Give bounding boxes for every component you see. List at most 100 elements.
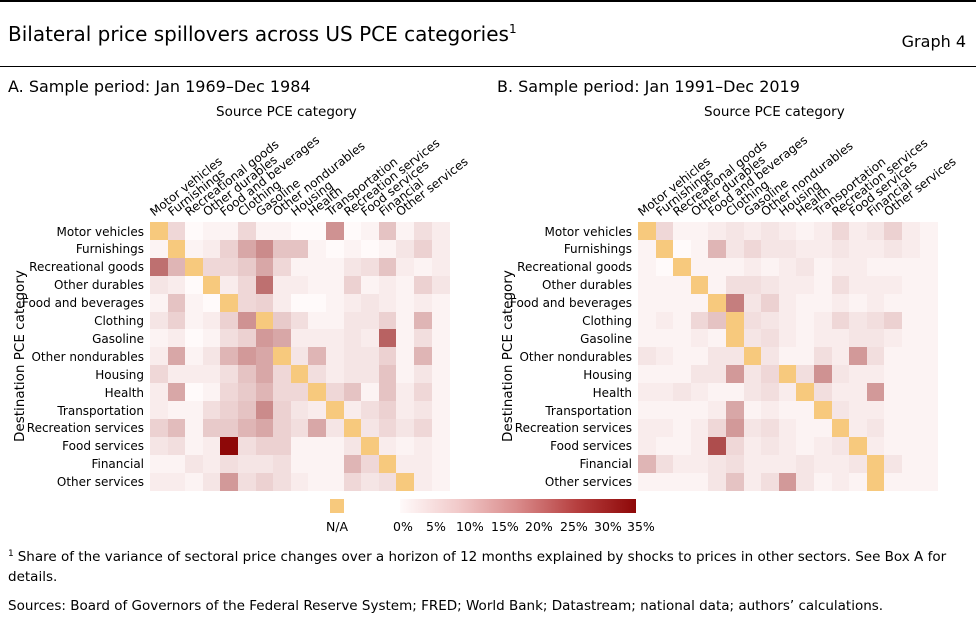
panel-a-cell-r5-c14 (396, 311, 415, 330)
panel-a-cell-r11-c0 (150, 418, 169, 438)
panel-a-cell-r1-c14 (396, 239, 415, 259)
panel-a-cell-r2-c3 (202, 257, 221, 277)
panel-b-cell-r4-c10 (814, 293, 833, 312)
panel-b-cell-r8-c5 (726, 365, 745, 384)
panel-a-cell-r5-c8 (290, 311, 309, 330)
panel-a-cell-r6-c3 (202, 329, 221, 348)
panel-b-cell-r8-c10 (814, 365, 833, 384)
panel-b-cell-r14-c7 (761, 472, 780, 491)
panel-b-cell-r4-c8 (778, 293, 797, 312)
panel-a-cell-r11-c8 (290, 418, 309, 438)
panel-b-cell-r4-c9 (796, 293, 815, 312)
panel-a-cell-r0-c3 (202, 222, 221, 241)
panel-b-cell-r3-c1 (655, 275, 674, 295)
panel-b-cell-r1-c1 (655, 239, 674, 259)
panel-b-cell-r4-c13 (866, 293, 885, 312)
panel-a-cell-r1-c6 (255, 239, 274, 259)
panel-a-cell-r8-c15 (414, 365, 433, 384)
panel-b-cell-r6-c0 (638, 329, 657, 348)
panel-a-cell-r6-c16 (431, 329, 450, 348)
panel-b-cell-r6-c3 (690, 329, 709, 348)
panel-a-cell-r12-c9 (308, 436, 327, 456)
panel-b-cell-r7-c12 (849, 347, 868, 366)
panel-b-cell-r8-c1 (655, 365, 674, 384)
panel-a-cell-r1-c12 (361, 239, 380, 259)
panel-b-cell-r3-c9 (796, 275, 815, 295)
panel-a-cell-r6-c7 (273, 329, 292, 348)
panel-b-cell-r1-c16 (919, 239, 938, 259)
panel-b-cell-r3-c16 (919, 275, 938, 295)
panel-a-cell-r13-c10 (326, 454, 345, 474)
panel-a-cell-r10-c2 (185, 401, 204, 420)
panel-b-cell-r14-c0 (638, 472, 657, 491)
panel-a-cell-r7-c5 (238, 347, 257, 366)
panel-a-cell-r13-c13 (378, 454, 397, 474)
panel-a-cell-r0-c7 (273, 222, 292, 241)
panel-b-cell-r8-c3 (690, 365, 709, 384)
panel-b-cell-r4-c6 (743, 293, 762, 312)
panel-a-cell-r9-c9 (308, 383, 327, 402)
panel-a-cell-r3-c2 (185, 275, 204, 295)
panel-a-cell-r6-c11 (343, 329, 362, 348)
panel-b-cell-r11-c10 (814, 418, 833, 438)
panel-b-cell-r10-c12 (849, 401, 868, 420)
panel-a-cell-r13-c1 (167, 454, 186, 474)
panel-a-cell-r11-c12 (361, 418, 380, 438)
panel-a-cell-r4-c12 (361, 293, 380, 312)
panel-a-cell-r3-c7 (273, 275, 292, 295)
panel-a-cell-r3-c10 (326, 275, 345, 295)
panel-a-cell-r9-c12 (361, 383, 380, 402)
panel-a-cell-r7-c7 (273, 347, 292, 366)
panel-a-cell-r9-c14 (396, 383, 415, 402)
panel-a-row-label: Housing (95, 367, 144, 382)
panel-a-cell-r8-c2 (185, 365, 204, 384)
panel-b-cell-r8-c0 (638, 365, 657, 384)
panel-a-cell-r4-c2 (185, 293, 204, 312)
panel-b-cell-r5-c3 (690, 311, 709, 330)
panel-a-cell-r8-c6 (255, 365, 274, 384)
panel-a-cell-r6-c1 (167, 329, 186, 348)
panel-b-cell-r5-c10 (814, 311, 833, 330)
panel-b-cell-r9-c5 (726, 383, 745, 402)
panel-b-row-label: Other durables (542, 278, 632, 293)
panel-b-cell-r0-c4 (708, 222, 727, 241)
panel-a-cell-r2-c4 (220, 257, 239, 277)
panel-a-cell-r7-c10 (326, 347, 345, 366)
panel-b-cell-r7-c5 (726, 347, 745, 366)
panel-a-cell-r11-c9 (308, 418, 327, 438)
panel-a-cell-r12-c1 (167, 436, 186, 456)
panel-a-cell-r9-c4 (220, 383, 239, 402)
panel-a-cell-r13-c15 (414, 454, 433, 474)
panel-b-cell-r8-c9 (796, 365, 815, 384)
panel-a-cell-r7-c6 (255, 347, 274, 366)
panel-a-cell-r1-c10 (326, 239, 345, 259)
panel-a-cell-r3-c3 (202, 275, 221, 295)
panel-a-cell-r5-c12 (361, 311, 380, 330)
panel-b-cell-r2-c16 (919, 257, 938, 277)
panel-a-row-label: Health (104, 385, 144, 400)
panel-b-cell-r12-c12 (849, 436, 868, 456)
panel-a-cell-r9-c15 (414, 383, 433, 402)
panel-b-cell-r11-c5 (726, 418, 745, 438)
panel-a-cell-r11-c1 (167, 418, 186, 438)
panel-a-row-label: Recreation services (26, 421, 144, 436)
panel-b-cell-r11-c12 (849, 418, 868, 438)
panel-b-cell-r6-c15 (902, 329, 921, 348)
panel-a-cell-r11-c16 (431, 418, 450, 438)
panel-a-cell-r2-c16 (431, 257, 450, 277)
panel-b-cell-r14-c8 (778, 472, 797, 491)
panel-b-row-label: Recreation services (514, 421, 632, 436)
panel-b-cell-r13-c7 (761, 454, 780, 474)
panel-a-cell-r10-c3 (202, 401, 221, 420)
panel-b-cell-r13-c4 (708, 454, 727, 474)
panel-a-cell-r14-c2 (185, 472, 204, 491)
panel-b-row-label: Food and beverages (509, 296, 632, 311)
panel-a-cell-r5-c11 (343, 311, 362, 330)
panel-a-cell-r4-c3 (202, 293, 221, 312)
panel-b-cell-r10-c11 (831, 401, 850, 420)
panel-a-cell-r6-c10 (326, 329, 345, 348)
panel-b-cell-r10-c15 (902, 401, 921, 420)
panel-b-cell-r9-c12 (849, 383, 868, 402)
panel-b-row-label: Motor vehicles (544, 224, 632, 239)
panel-a-cell-r9-c11 (343, 383, 362, 402)
